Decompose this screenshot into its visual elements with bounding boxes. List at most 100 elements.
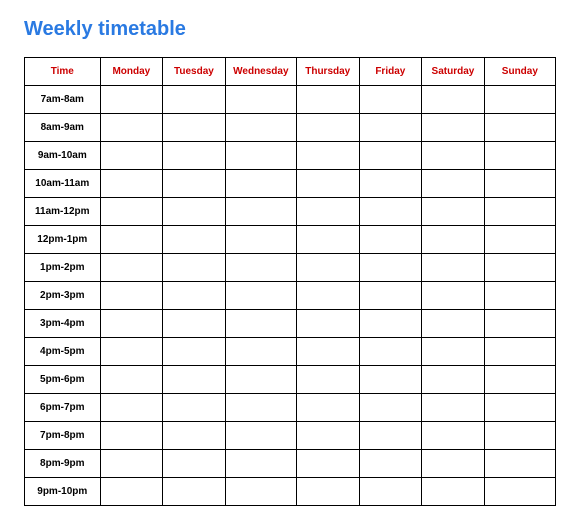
slot-cell xyxy=(359,394,422,422)
slot-cell xyxy=(296,338,359,366)
slot-cell xyxy=(225,422,296,450)
slot-cell xyxy=(163,226,226,254)
slot-cell xyxy=(484,422,555,450)
slot-cell xyxy=(296,254,359,282)
slot-cell xyxy=(422,310,485,338)
time-cell: 11am-12pm xyxy=(25,198,101,226)
slot-cell xyxy=(100,198,163,226)
slot-cell xyxy=(163,86,226,114)
slot-cell xyxy=(163,450,226,478)
slot-cell xyxy=(100,422,163,450)
slot-cell xyxy=(163,170,226,198)
time-cell: 8pm-9pm xyxy=(25,450,101,478)
slot-cell xyxy=(422,226,485,254)
slot-cell xyxy=(484,478,555,506)
header-row: Time Monday Tuesday Wednesday Thursday F… xyxy=(25,58,556,86)
slot-cell xyxy=(359,114,422,142)
slot-cell xyxy=(422,478,485,506)
table-row: 6pm-7pm xyxy=(25,394,556,422)
slot-cell xyxy=(100,338,163,366)
slot-cell xyxy=(296,394,359,422)
header-tuesday: Tuesday xyxy=(163,58,226,86)
slot-cell xyxy=(359,86,422,114)
time-cell: 9am-10am xyxy=(25,142,101,170)
slot-cell xyxy=(359,142,422,170)
slot-cell xyxy=(359,226,422,254)
table-row: 12pm-1pm xyxy=(25,226,556,254)
slot-cell xyxy=(484,310,555,338)
table-row: 9pm-10pm xyxy=(25,478,556,506)
slot-cell xyxy=(225,450,296,478)
slot-cell xyxy=(296,226,359,254)
slot-cell xyxy=(225,114,296,142)
slot-cell xyxy=(484,142,555,170)
slot-cell xyxy=(484,114,555,142)
slot-cell xyxy=(100,394,163,422)
time-cell: 7am-8am xyxy=(25,86,101,114)
slot-cell xyxy=(484,394,555,422)
slot-cell xyxy=(422,338,485,366)
slot-cell xyxy=(100,170,163,198)
slot-cell xyxy=(100,310,163,338)
table-row: 9am-10am xyxy=(25,142,556,170)
slot-cell xyxy=(422,142,485,170)
slot-cell xyxy=(422,366,485,394)
slot-cell xyxy=(163,114,226,142)
slot-cell xyxy=(225,198,296,226)
slot-cell xyxy=(225,226,296,254)
slot-cell xyxy=(359,450,422,478)
slot-cell xyxy=(422,86,485,114)
slot-cell xyxy=(484,86,555,114)
table-row: 2pm-3pm xyxy=(25,282,556,310)
slot-cell xyxy=(296,478,359,506)
slot-cell xyxy=(296,86,359,114)
header-thursday: Thursday xyxy=(296,58,359,86)
time-cell: 8am-9am xyxy=(25,114,101,142)
time-cell: 2pm-3pm xyxy=(25,282,101,310)
time-cell: 7pm-8pm xyxy=(25,422,101,450)
slot-cell xyxy=(296,142,359,170)
slot-cell xyxy=(225,170,296,198)
slot-cell xyxy=(163,310,226,338)
slot-cell xyxy=(225,254,296,282)
slot-cell xyxy=(484,226,555,254)
slot-cell xyxy=(484,366,555,394)
slot-cell xyxy=(296,366,359,394)
slot-cell xyxy=(296,422,359,450)
slot-cell xyxy=(296,310,359,338)
slot-cell xyxy=(484,254,555,282)
slot-cell xyxy=(163,254,226,282)
slot-cell xyxy=(100,142,163,170)
slot-cell xyxy=(163,198,226,226)
slot-cell xyxy=(422,114,485,142)
slot-cell xyxy=(422,394,485,422)
slot-cell xyxy=(163,142,226,170)
slot-cell xyxy=(163,282,226,310)
slot-cell xyxy=(225,282,296,310)
slot-cell xyxy=(100,254,163,282)
table-row: 8am-9am xyxy=(25,114,556,142)
time-cell: 1pm-2pm xyxy=(25,254,101,282)
slot-cell xyxy=(225,394,296,422)
table-row: 1pm-2pm xyxy=(25,254,556,282)
slot-cell xyxy=(225,142,296,170)
slot-cell xyxy=(100,478,163,506)
slot-cell xyxy=(225,310,296,338)
slot-cell xyxy=(163,422,226,450)
time-cell: 3pm-4pm xyxy=(25,310,101,338)
table-row: 8pm-9pm xyxy=(25,450,556,478)
time-cell: 10am-11am xyxy=(25,170,101,198)
slot-cell xyxy=(422,254,485,282)
slot-cell xyxy=(163,366,226,394)
slot-cell xyxy=(296,170,359,198)
slot-cell xyxy=(422,450,485,478)
header-monday: Monday xyxy=(100,58,163,86)
page-title: Weekly timetable xyxy=(24,18,556,41)
header-wednesday: Wednesday xyxy=(225,58,296,86)
slot-cell xyxy=(359,198,422,226)
slot-cell xyxy=(359,170,422,198)
slot-cell xyxy=(100,226,163,254)
slot-cell xyxy=(484,338,555,366)
slot-cell xyxy=(422,422,485,450)
table-row: 11am-12pm xyxy=(25,198,556,226)
